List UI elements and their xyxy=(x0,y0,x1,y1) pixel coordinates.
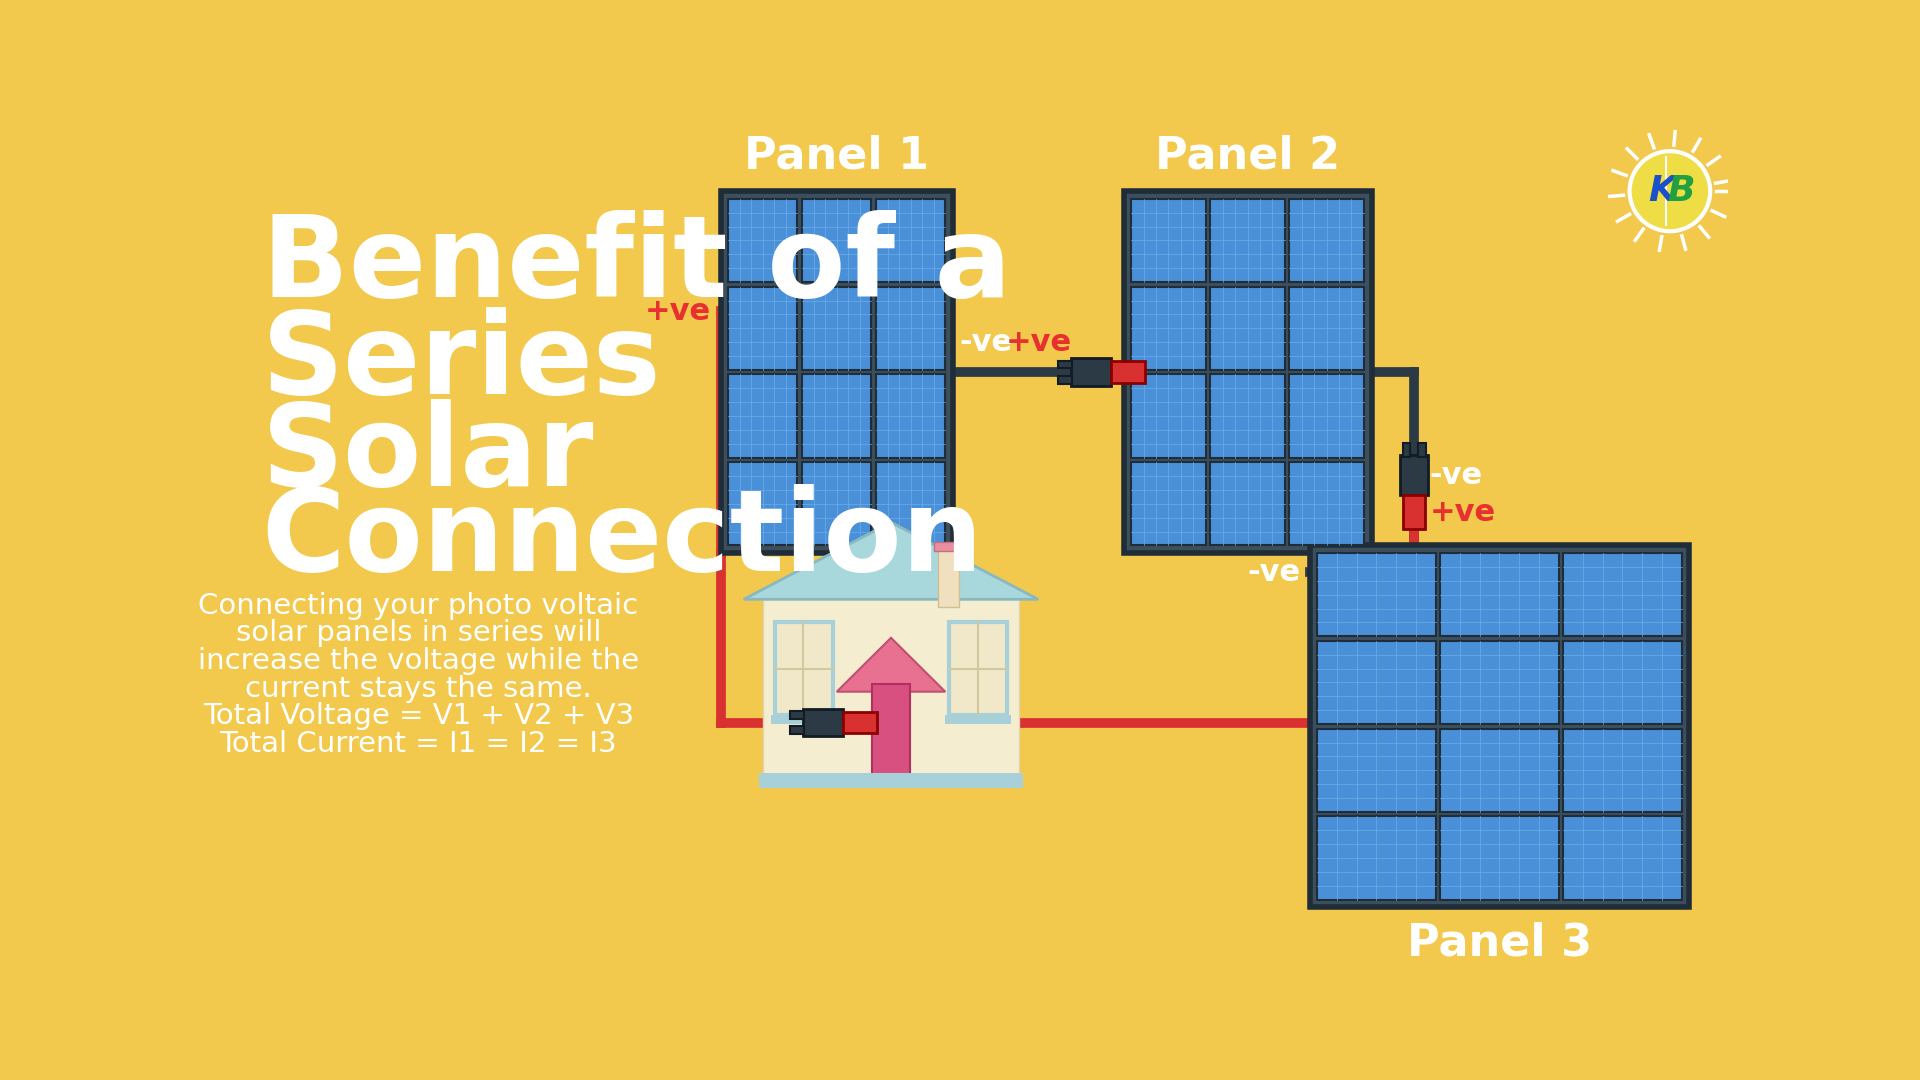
Bar xyxy=(1112,362,1144,383)
Bar xyxy=(1290,199,1363,282)
Bar xyxy=(728,286,797,369)
Bar xyxy=(728,375,797,458)
Bar xyxy=(945,715,1012,724)
Bar xyxy=(762,599,1020,784)
Bar xyxy=(803,286,872,369)
Bar xyxy=(1402,443,1411,457)
Text: Total Current = I1 = I2 = I3: Total Current = I1 = I2 = I3 xyxy=(219,730,616,758)
Text: B: B xyxy=(1667,174,1695,208)
Text: K: K xyxy=(1647,174,1676,208)
Text: -ve: -ve xyxy=(960,328,1012,357)
Text: Panel 1: Panel 1 xyxy=(745,134,929,177)
Polygon shape xyxy=(743,523,1039,599)
Text: Total Voltage = V1 + V2 + V3: Total Voltage = V1 + V2 + V3 xyxy=(204,702,634,730)
Text: Connection: Connection xyxy=(261,484,983,595)
Bar xyxy=(876,199,945,282)
Bar xyxy=(1131,375,1206,458)
Bar xyxy=(876,375,945,458)
Bar xyxy=(1440,729,1559,812)
Bar xyxy=(1210,199,1284,282)
Polygon shape xyxy=(837,638,945,691)
Bar xyxy=(803,199,872,282)
Bar xyxy=(776,622,833,715)
Bar xyxy=(1317,640,1436,724)
Circle shape xyxy=(1630,151,1711,231)
Bar xyxy=(720,191,952,553)
Text: +ve: +ve xyxy=(1430,498,1496,527)
Text: -ve: -ve xyxy=(1248,558,1300,586)
Bar xyxy=(948,622,1008,715)
Bar xyxy=(803,462,872,545)
Bar xyxy=(937,545,960,607)
Text: +ve: +ve xyxy=(1006,328,1071,357)
Bar xyxy=(1419,443,1427,457)
Bar xyxy=(1131,462,1206,545)
Bar xyxy=(876,462,945,545)
Bar xyxy=(1071,359,1112,386)
Bar xyxy=(1290,462,1363,545)
Text: increase the voltage while the: increase the voltage while the xyxy=(198,647,639,675)
Bar xyxy=(843,712,877,733)
Text: Panel 3: Panel 3 xyxy=(1407,921,1592,964)
Bar xyxy=(1058,361,1073,368)
Text: Panel 2: Panel 2 xyxy=(1156,134,1340,177)
Bar xyxy=(1400,456,1428,496)
Text: Series: Series xyxy=(261,307,660,418)
Text: Benefit of a: Benefit of a xyxy=(261,211,1012,322)
Bar xyxy=(933,541,964,551)
Bar xyxy=(876,286,945,369)
Bar xyxy=(1440,816,1559,900)
Bar xyxy=(728,199,797,282)
Bar xyxy=(770,715,837,724)
Bar xyxy=(1404,496,1425,529)
Bar xyxy=(1058,376,1073,383)
Bar xyxy=(728,462,797,545)
Bar xyxy=(1309,545,1690,907)
Bar xyxy=(1440,553,1559,636)
Bar xyxy=(1563,729,1682,812)
Bar xyxy=(1131,199,1206,282)
Bar xyxy=(803,375,872,458)
Bar xyxy=(1440,640,1559,724)
Bar xyxy=(872,684,910,784)
Bar xyxy=(1563,816,1682,900)
Bar xyxy=(1123,191,1371,553)
Bar xyxy=(758,772,1023,788)
Bar xyxy=(1317,729,1436,812)
Bar xyxy=(1317,816,1436,900)
Bar xyxy=(1290,375,1363,458)
Bar xyxy=(1563,640,1682,724)
Bar xyxy=(1210,462,1284,545)
Bar xyxy=(1210,286,1284,369)
Bar xyxy=(791,727,804,734)
Bar xyxy=(1131,286,1206,369)
Text: current stays the same.: current stays the same. xyxy=(246,675,591,703)
Text: Connecting your photo voltaic: Connecting your photo voltaic xyxy=(198,592,637,620)
Bar xyxy=(1290,286,1363,369)
Bar xyxy=(791,711,804,718)
Bar xyxy=(803,708,843,737)
Text: solar panels in series will: solar panels in series will xyxy=(236,619,601,647)
Bar xyxy=(1317,553,1436,636)
Bar xyxy=(1210,375,1284,458)
Text: +ve: +ve xyxy=(645,297,710,326)
Text: -ve: -ve xyxy=(1430,461,1482,490)
Text: Solar: Solar xyxy=(261,400,593,510)
Bar xyxy=(1563,553,1682,636)
